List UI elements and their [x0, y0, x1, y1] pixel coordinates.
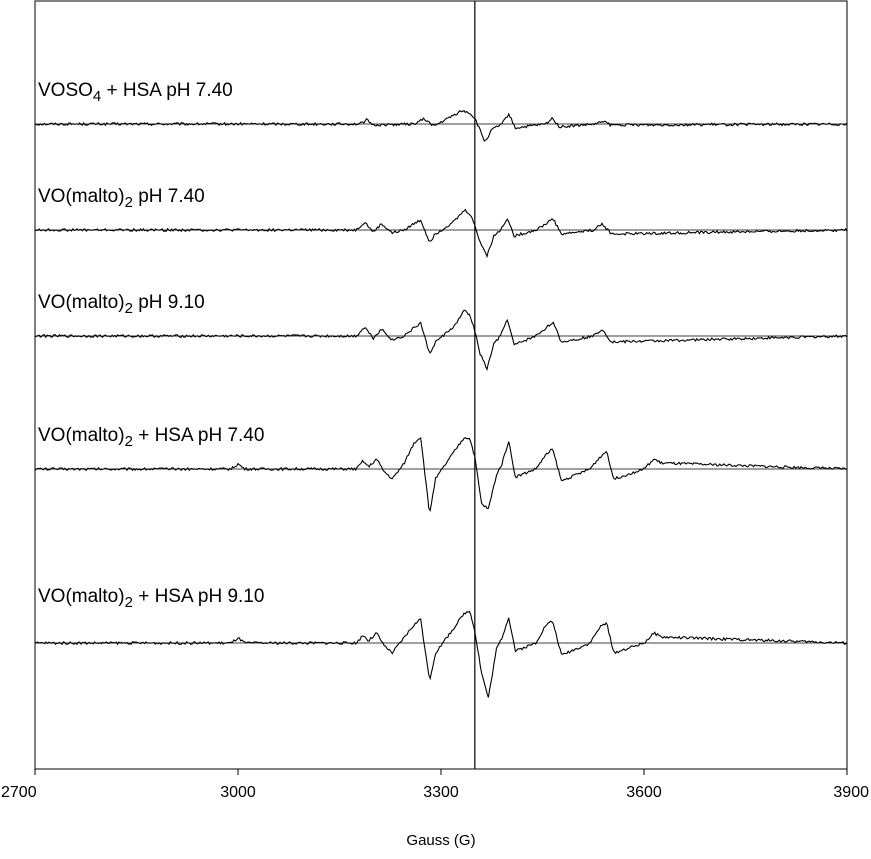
series-label: VO(malto)2 + HSA pH 9.10 — [38, 586, 264, 611]
series-line — [34, 610, 848, 698]
x-tick-label: 3900 — [833, 784, 869, 801]
series-label: VO(malto)2 + HSA pH 7.40 — [38, 425, 264, 450]
series-label: VO(malto)2 pH 7.40 — [38, 186, 205, 211]
series-line — [34, 208, 848, 259]
series-label-main: VOSO — [38, 80, 93, 101]
series-label-rest: pH 7.40 — [133, 186, 205, 207]
series-label-main: VO(malto) — [38, 425, 125, 446]
series-label: VOSO4 + HSA pH 7.40 — [38, 80, 233, 105]
series-label-main: VO(malto) — [38, 186, 125, 207]
x-axis-title: Gauss (G) — [406, 832, 475, 849]
series-label-subscript: 2 — [125, 300, 133, 317]
x-tick-label: 3000 — [220, 784, 256, 801]
series-label-main: VO(malto) — [38, 292, 125, 313]
series-group — [34, 109, 848, 698]
x-tick-label: 3600 — [626, 784, 662, 801]
series-label-rest: + HSA pH 7.40 — [133, 425, 265, 446]
plot-area-frame — [34, 0, 848, 770]
series-label-subscript: 2 — [125, 433, 133, 450]
x-tick-label: 3300 — [423, 784, 459, 801]
series-label-rest: pH 9.10 — [133, 292, 205, 313]
series-label-subscript: 4 — [93, 88, 101, 105]
series-label-rest: + HSA pH 9.10 — [133, 586, 265, 607]
series-label-subscript: 2 — [125, 194, 133, 211]
series-line — [34, 109, 848, 142]
x-tick-label: 2700 — [1, 784, 37, 801]
series-label-main: VO(malto) — [38, 586, 125, 607]
series-label-rest: + HSA pH 7.40 — [101, 80, 233, 101]
series-label: VO(malto)2 pH 9.10 — [38, 292, 205, 317]
series-line — [34, 309, 848, 372]
series-label-subscript: 2 — [125, 594, 133, 611]
baselines-group — [35, 1, 847, 769]
series-line — [34, 437, 848, 513]
x-ticks-group: 2700 3000 3300 3600 3900 — [1, 769, 869, 801]
